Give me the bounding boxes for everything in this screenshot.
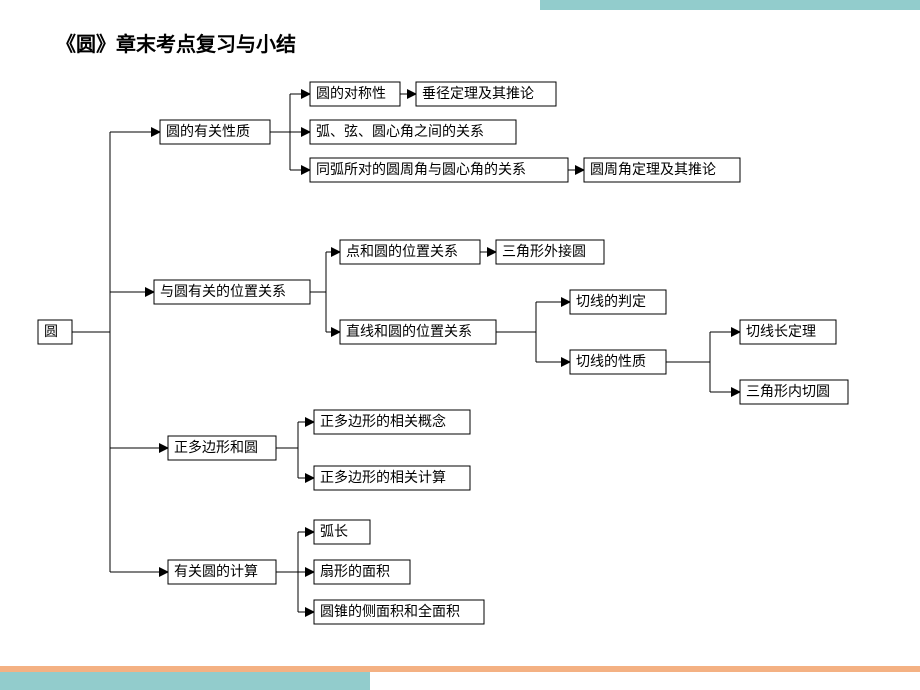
- tree-node-label: 圆的有关性质: [166, 124, 250, 140]
- tree-diagram: 圆 圆的有关性质 圆的对称性 垂径定理及其推论弧、弦、圆心角之间的关系同弧所对的圆周角…: [0, 0, 920, 690]
- tree-node-label: 三角形外接圆: [502, 243, 586, 260]
- tree-node-label: 正多边形的相关计算: [320, 469, 446, 486]
- tree-node-label: 正多边形的相关概念: [320, 413, 446, 430]
- tree-node-label: 三角形内切圆: [746, 384, 830, 400]
- tree-node-label: 弧、弦、圆心角之间的关系: [316, 124, 484, 140]
- tree-node-label: 正多边形和圆: [174, 439, 258, 456]
- tree-node-label: 圆的对称性: [316, 86, 386, 102]
- tree-node-label: 圆周角定理及其推论: [590, 162, 716, 178]
- tree-node-label: 同弧所对的圆周角与圆心角的关系: [316, 162, 526, 178]
- tree-node-label: 圆: [44, 325, 58, 340]
- tree-node-label: 点和圆的位置关系: [346, 244, 458, 260]
- tree-node-label: 切线长定理: [746, 324, 816, 340]
- tree-node-label: 垂径定理及其推论: [422, 86, 534, 102]
- tree-node-label: 与圆有关的位置关系: [160, 284, 286, 300]
- tree-node-label: 直线和圆的位置关系: [346, 323, 472, 340]
- tree-node-label: 有关圆的计算: [174, 564, 258, 580]
- tree-node-label: 切线的性质: [576, 354, 646, 370]
- tree-node-label: 扇形的面积: [320, 564, 390, 580]
- tree-node-label: 弧长: [320, 524, 348, 540]
- tree-node-label: 圆锥的侧面积和全面积: [320, 603, 460, 620]
- tree-node-label: 切线的判定: [576, 294, 646, 310]
